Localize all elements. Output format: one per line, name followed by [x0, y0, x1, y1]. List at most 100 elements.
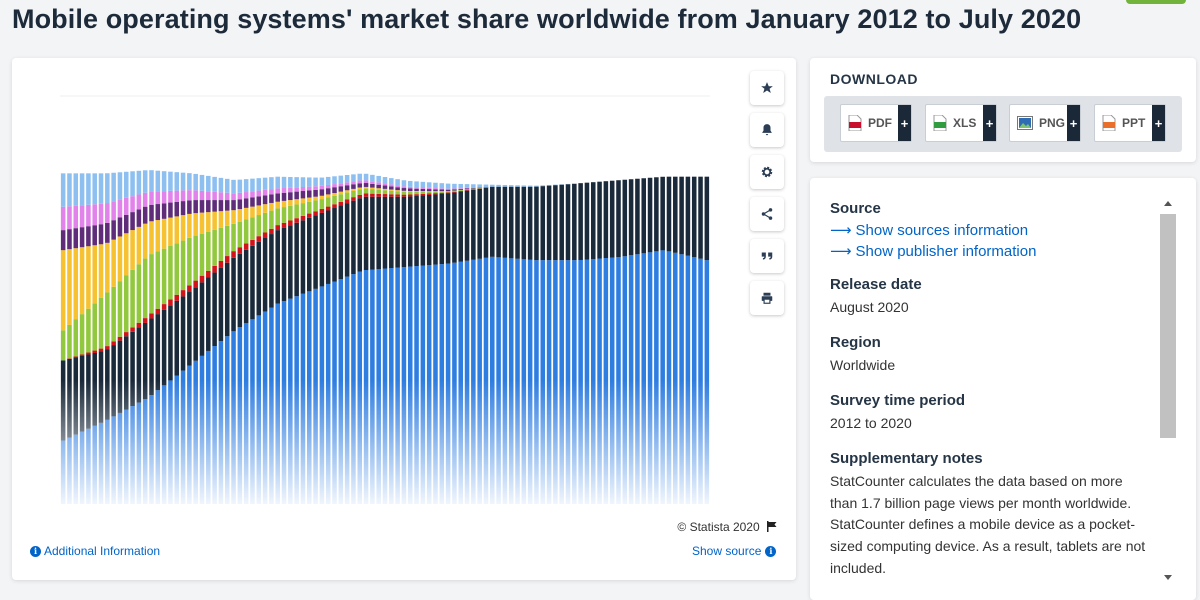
bar-segment-s7-54[interactable] [401, 180, 407, 187]
bar-segment-s5-65[interactable] [471, 188, 476, 189]
bar-segment-s1-17[interactable] [168, 305, 173, 381]
bar-segment-s2-30[interactable] [250, 239, 255, 246]
bar-segment-s1-43[interactable] [332, 208, 337, 282]
bar-segment-s1-100[interactable] [691, 176, 697, 258]
bar-segment-s1-66[interactable] [477, 188, 482, 259]
bar-segment-s2-38[interactable] [300, 215, 306, 221]
bar-segment-s5-28[interactable] [237, 199, 243, 210]
bar-segment-s1-12[interactable] [136, 327, 142, 403]
bar-segment-s0-98[interactable] [679, 254, 684, 504]
bar-segment-s0-94[interactable] [654, 251, 659, 504]
bar-segment-s6-35[interactable] [281, 188, 287, 193]
bar-segment-s2-49[interactable] [370, 193, 375, 197]
bar-segment-s2-51[interactable] [382, 194, 388, 197]
bar-segment-s2-11[interactable] [130, 327, 135, 332]
bar-segment-s1-16[interactable] [161, 309, 167, 386]
bar-segment-s4-20[interactable] [187, 213, 192, 238]
bar-segment-s2-21[interactable] [193, 280, 198, 288]
bar-segment-s4-4[interactable] [86, 246, 91, 309]
bar-segment-s3-43[interactable] [332, 195, 337, 205]
bar-segment-s5-59[interactable] [433, 189, 438, 192]
bar-segment-s6-44[interactable] [338, 183, 344, 187]
bar-segment-s2-57[interactable] [420, 193, 426, 196]
bar-segment-s4-39[interactable] [307, 197, 312, 202]
bar-segment-s5-4[interactable] [86, 226, 91, 247]
bar-segment-s3-7[interactable] [105, 292, 110, 347]
bar-segment-s7-52[interactable] [389, 178, 394, 185]
bar-segment-s5-41[interactable] [319, 189, 325, 196]
bar-segment-s1-39[interactable] [307, 217, 312, 292]
bar-segment-s3-28[interactable] [237, 221, 243, 248]
bar-segment-s4-47[interactable] [357, 187, 363, 190]
bar-segment-s6-9[interactable] [117, 199, 123, 218]
bar-segment-s4-55[interactable] [407, 191, 413, 192]
bar-segment-s2-5[interactable] [92, 350, 97, 354]
bar-segment-s2-20[interactable] [187, 285, 192, 293]
bar-segment-s2-39[interactable] [307, 213, 312, 218]
bar-segment-s7-10[interactable] [123, 171, 129, 198]
bar-segment-s3-19[interactable] [180, 240, 186, 291]
bar-segment-s2-32[interactable] [262, 232, 268, 238]
bar-segment-s5-11[interactable] [130, 212, 135, 231]
bar-segment-s3-54[interactable] [401, 191, 407, 195]
bar-segment-s7-67[interactable] [483, 184, 489, 187]
bar-segment-s2-3[interactable] [79, 354, 85, 356]
bar-segment-s3-14[interactable] [149, 254, 154, 314]
bar-segment-s6-49[interactable] [370, 181, 375, 184]
bar-segment-s6-30[interactable] [250, 191, 255, 198]
show-source-link[interactable]: Show source i [692, 544, 777, 558]
bar-segment-s4-41[interactable] [319, 195, 325, 200]
bar-segment-s7-42[interactable] [325, 176, 331, 185]
bar-segment-s5-29[interactable] [243, 198, 249, 208]
bar-segment-s0-95[interactable] [660, 250, 665, 504]
bar-segment-s6-25[interactable] [218, 192, 224, 201]
bar-segment-s7-20[interactable] [187, 173, 192, 191]
bar-segment-s7-31[interactable] [256, 178, 262, 191]
bar-segment-s4-36[interactable] [288, 200, 293, 206]
bar-segment-s7-13[interactable] [142, 170, 148, 193]
share-button[interactable] [750, 197, 784, 231]
bar-segment-s4-18[interactable] [174, 216, 180, 244]
bar-segment-s3-6[interactable] [98, 297, 104, 349]
bar-segment-s4-38[interactable] [300, 198, 306, 204]
bar-segment-s5-6[interactable] [98, 224, 104, 245]
bar-segment-s7-2[interactable] [73, 173, 79, 206]
bar-segment-s1-14[interactable] [149, 318, 154, 396]
bar-segment-s1-31[interactable] [256, 241, 262, 316]
bar-segment-s3-33[interactable] [269, 210, 274, 229]
bar-segment-s5-48[interactable] [363, 183, 369, 187]
bar-segment-s7-62[interactable] [452, 183, 457, 189]
bar-segment-s5-12[interactable] [136, 209, 142, 227]
bar-segment-s6-8[interactable] [111, 201, 116, 221]
bar-segment-s7-11[interactable] [130, 171, 135, 197]
bar-segment-s2-55[interactable] [407, 194, 413, 197]
bar-segment-s6-27[interactable] [231, 193, 236, 201]
bar-segment-s7-34[interactable] [275, 176, 280, 189]
bar-segment-s1-47[interactable] [357, 198, 363, 272]
bar-segment-s1-68[interactable] [490, 186, 495, 257]
bar-segment-s1-93[interactable] [647, 177, 653, 253]
bar-segment-s3-18[interactable] [174, 243, 180, 295]
bar-segment-s6-64[interactable] [464, 187, 470, 189]
bar-segment-s6-46[interactable] [351, 181, 356, 185]
bar-segment-s5-17[interactable] [168, 202, 173, 218]
bar-segment-s3-23[interactable] [206, 231, 211, 271]
bar-segment-s7-3[interactable] [79, 173, 85, 206]
bar-segment-s3-62[interactable] [452, 190, 457, 192]
bar-segment-s7-1[interactable] [67, 173, 72, 207]
bar-segment-s3-5[interactable] [92, 303, 97, 351]
bar-segment-s1-13[interactable] [142, 322, 148, 400]
bar-segment-s2-48[interactable] [363, 193, 369, 197]
bar-segment-s3-39[interactable] [307, 201, 312, 214]
bar-segment-s1-61[interactable] [445, 193, 451, 264]
bar-segment-s2-15[interactable] [155, 308, 161, 315]
bar-segment-s5-20[interactable] [187, 200, 192, 214]
bar-segment-s1-34[interactable] [275, 230, 280, 304]
bar-segment-s1-20[interactable] [187, 292, 192, 366]
bar-segment-s4-26[interactable] [224, 210, 230, 226]
bar-segment-s7-76[interactable] [540, 185, 546, 187]
bar-segment-s5-7[interactable] [105, 222, 110, 243]
bar-segment-s4-17[interactable] [168, 217, 173, 246]
bar-segment-s2-43[interactable] [332, 204, 337, 209]
bar-segment-s4-49[interactable] [370, 187, 375, 190]
